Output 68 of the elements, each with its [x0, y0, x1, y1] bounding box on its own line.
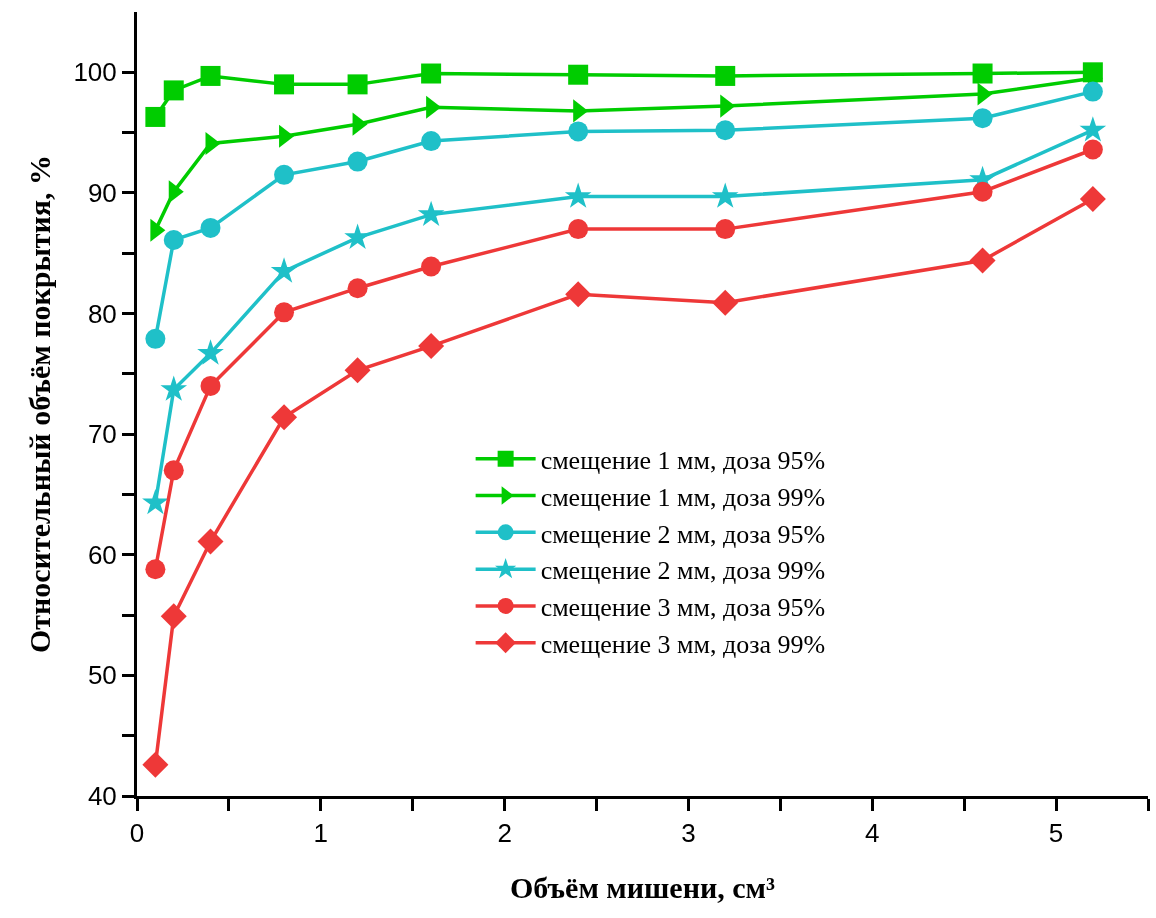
legend-label: смещение 1 мм, доза 95% — [540, 445, 826, 475]
point — [568, 121, 589, 142]
point — [421, 131, 442, 152]
y-tick-label: 80 — [87, 298, 117, 329]
x-tick-label: 5 — [1048, 818, 1064, 849]
x-tick-label: 0 — [129, 818, 145, 849]
point — [421, 256, 442, 277]
point — [417, 200, 445, 226]
x-tick-label: 4 — [865, 818, 880, 849]
point — [347, 151, 368, 172]
point — [715, 65, 736, 86]
y-tick-label: 50 — [87, 660, 117, 691]
point — [163, 460, 184, 481]
point — [969, 247, 996, 274]
point — [200, 375, 221, 396]
point — [972, 181, 993, 202]
x-tick-label: 3 — [681, 818, 696, 849]
point — [1082, 139, 1103, 160]
legend-label: смещение 3 мм, доза 95% — [540, 593, 826, 623]
point — [197, 528, 224, 555]
point — [274, 302, 295, 323]
point — [418, 333, 445, 360]
point — [142, 488, 169, 515]
legend-label: смещение 3 мм, доза 99% — [540, 629, 826, 659]
point — [163, 229, 184, 250]
x-tick-label: 1 — [313, 818, 329, 849]
point — [200, 65, 221, 86]
point — [712, 289, 739, 316]
legend-label: смещение 2 мм, доза 99% — [540, 556, 826, 586]
point — [145, 559, 166, 580]
y-axis-title: Относительный объём покрытия, % — [23, 154, 57, 654]
y-tick-label: 40 — [87, 781, 117, 812]
y-tick-label: 60 — [87, 539, 117, 570]
point — [274, 74, 295, 95]
point — [711, 182, 739, 208]
point — [344, 357, 371, 384]
point — [421, 63, 442, 84]
point — [160, 375, 188, 401]
point — [145, 106, 166, 127]
point — [270, 257, 298, 283]
point — [715, 120, 736, 141]
y-tick-label: 90 — [87, 178, 117, 209]
point — [142, 751, 169, 778]
point — [972, 63, 993, 84]
point — [163, 80, 184, 101]
point — [271, 404, 298, 431]
point — [715, 219, 736, 240]
y-tick-label: 70 — [87, 419, 117, 450]
point — [200, 217, 221, 238]
point — [565, 281, 592, 308]
point — [564, 182, 592, 208]
y-tick-label: 100 — [73, 57, 117, 88]
point — [160, 603, 187, 630]
point — [1082, 81, 1103, 102]
point — [972, 108, 993, 129]
legend-label: смещение 1 мм, доза 99% — [540, 482, 826, 512]
x-tick-label: 2 — [497, 818, 512, 849]
point — [274, 164, 295, 185]
point — [568, 219, 589, 240]
legend-label: смещение 2 мм, доза 95% — [540, 519, 826, 549]
point — [347, 278, 368, 299]
point — [197, 339, 224, 365]
point — [145, 328, 166, 349]
x-axis-title: Объём мишени, см³ — [509, 870, 776, 904]
point — [568, 64, 589, 85]
point — [347, 74, 368, 95]
point — [1079, 116, 1107, 142]
point — [1079, 185, 1106, 212]
